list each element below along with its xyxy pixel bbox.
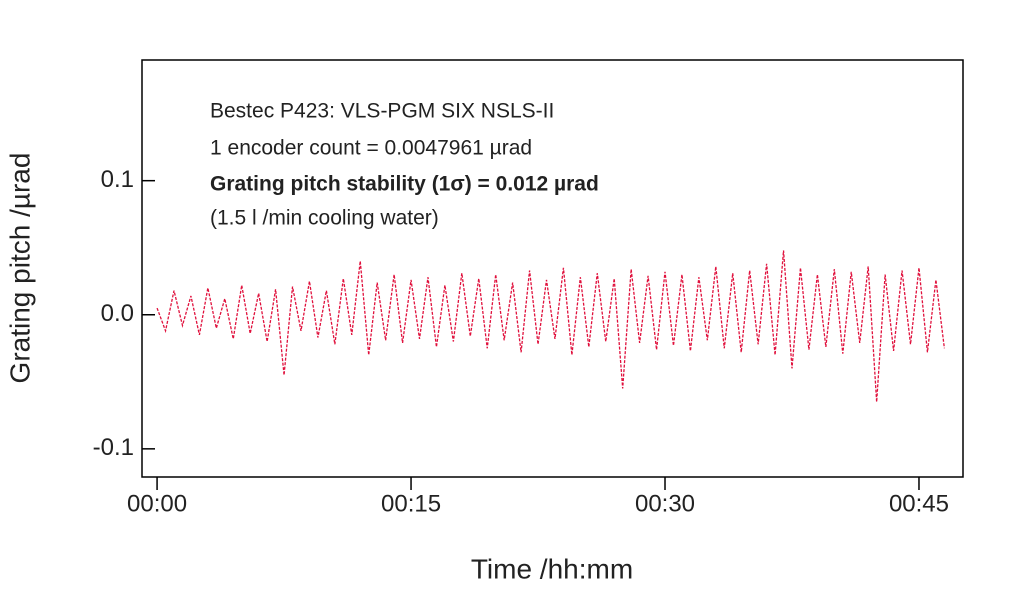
annotation: (1.5 l /min cooling water) — [210, 207, 439, 230]
annotation: Bestec P423: VLS-PGM SIX NSLS-II — [210, 100, 554, 123]
y-tick-label: 0.1 — [101, 166, 134, 193]
y-tick-label: 0.0 — [101, 300, 134, 327]
x-axis-label: Time /hh:mm — [471, 553, 633, 584]
x-tick-label: 00:30 — [635, 490, 695, 517]
x-tick-label: 00:15 — [381, 490, 441, 517]
x-tick-label: 00:45 — [889, 490, 949, 517]
data-line — [156, 250, 946, 402]
y-tick-label: -0.1 — [93, 434, 134, 461]
plot-frame — [141, 59, 964, 478]
annotation: 1 encoder count = 0.0047961 µrad — [210, 137, 532, 160]
y-axis-label: Grating pitch /µrad — [4, 153, 35, 384]
annotation: Grating pitch stability (1σ) = 0.012 µra… — [210, 173, 599, 196]
x-tick-label: 00:00 — [127, 490, 187, 517]
